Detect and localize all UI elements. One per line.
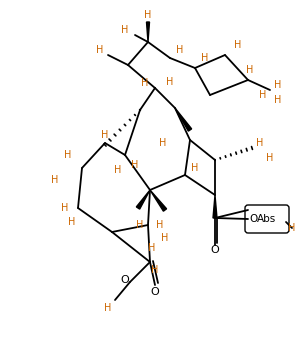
Text: H: H xyxy=(166,77,174,87)
FancyBboxPatch shape xyxy=(245,205,289,233)
Text: H: H xyxy=(61,203,69,213)
Text: H: H xyxy=(274,80,282,90)
Text: O: O xyxy=(211,245,219,255)
Text: O: O xyxy=(151,287,159,297)
Text: H: H xyxy=(161,233,169,243)
Text: O: O xyxy=(121,275,129,285)
Text: H: H xyxy=(159,138,167,148)
Text: H: H xyxy=(68,217,76,227)
Text: H: H xyxy=(266,153,274,163)
Text: H: H xyxy=(201,53,209,63)
Text: H: H xyxy=(151,265,159,275)
Text: H: H xyxy=(131,160,139,170)
Text: H: H xyxy=(256,138,264,148)
Polygon shape xyxy=(147,22,149,42)
Polygon shape xyxy=(213,195,217,218)
Text: O: O xyxy=(249,214,257,224)
Text: H: H xyxy=(191,163,199,173)
Text: H: H xyxy=(156,220,164,230)
Text: H: H xyxy=(141,78,149,88)
Text: H: H xyxy=(144,10,152,20)
Polygon shape xyxy=(150,190,167,211)
Text: Abs: Abs xyxy=(258,214,277,224)
Text: H: H xyxy=(104,303,112,313)
Text: H: H xyxy=(51,175,59,185)
Text: H: H xyxy=(148,243,156,253)
Text: H: H xyxy=(274,95,282,105)
Text: H: H xyxy=(101,130,109,140)
Text: H: H xyxy=(64,150,72,160)
Text: H: H xyxy=(121,25,129,35)
Text: H: H xyxy=(176,45,184,55)
Polygon shape xyxy=(175,108,192,131)
Text: H: H xyxy=(259,90,267,100)
Text: H: H xyxy=(288,223,296,233)
Text: H: H xyxy=(136,220,144,230)
Text: H: H xyxy=(96,45,104,55)
Text: H: H xyxy=(234,40,242,50)
Polygon shape xyxy=(136,190,150,209)
Text: H: H xyxy=(114,165,122,175)
Text: H: H xyxy=(246,65,254,75)
